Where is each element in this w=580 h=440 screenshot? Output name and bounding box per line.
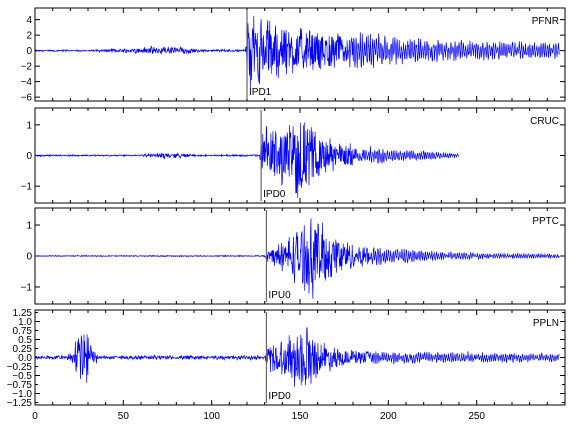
station-label: CRUC — [530, 116, 559, 127]
y-tick-label: −1.0 — [12, 389, 32, 400]
y-tick-label: 1 — [26, 120, 32, 131]
x-tick-label: 0 — [32, 411, 38, 422]
panel-ppln: 1.25 0.75 0.25 −0.25 −0.75 −1.25 1.0 0.5 0.0 −0.5… — [7, 308, 566, 409]
y-tick-label: 0.75 — [13, 326, 33, 337]
y-tick-label: −4 — [21, 77, 33, 88]
waveform-trace-pptc — [34, 218, 560, 299]
y-tick-label: 0.25 — [13, 344, 33, 355]
station-label: PPTC — [532, 216, 559, 227]
y-tick-label: 0.5 — [18, 335, 32, 346]
y-tick-label: −6 — [21, 93, 33, 104]
y-tick-label: −1.25 — [7, 398, 33, 409]
y-tick-label: 0.0 — [18, 353, 32, 364]
y-tick-label: −0.75 — [7, 380, 33, 391]
x-tick-label: 50 — [118, 411, 130, 422]
y-tick-label: 4 — [26, 15, 32, 26]
station-label: PPLN — [533, 318, 559, 329]
waveform-trace-ppln — [34, 327, 560, 387]
y-tick-label: 1.0 — [18, 317, 32, 328]
waveform-trace-cruc — [34, 122, 459, 199]
pick-label: IPD1 — [249, 87, 272, 98]
y-tick-label: 0 — [26, 46, 32, 57]
y-tick-label: −0.5 — [12, 371, 32, 382]
panel-pptc: 1 0 −1 IPU0 PPTC — [21, 207, 566, 305]
pick-label: IPD0 — [268, 391, 291, 402]
y-tick-label: 2 — [26, 31, 32, 42]
y-tick-label: −0.25 — [7, 362, 33, 373]
x-tick-label: 200 — [380, 411, 397, 422]
waveform-trace-pfnr — [34, 15, 560, 90]
y-tick-label: −2 — [21, 62, 33, 73]
panel-frame — [34, 7, 566, 102]
station-label: PFNR — [532, 16, 559, 27]
y-tick-label: 0 — [26, 252, 32, 263]
x-tick-label: 150 — [292, 411, 309, 422]
pick-label: IPU0 — [268, 290, 291, 301]
y-tick-label: −1 — [21, 282, 33, 293]
x-tick-label: 250 — [468, 411, 485, 422]
panel-cruc: 1 0 −1 IPD0 CRUC — [21, 107, 566, 204]
y-tick-label: 1.25 — [13, 308, 33, 319]
y-tick-label: 1 — [26, 221, 32, 232]
y-tick-label: 0 — [26, 151, 32, 162]
y-tick-label: −1 — [21, 182, 33, 193]
pick-label: IPD0 — [263, 189, 286, 200]
x-tick-label: 100 — [203, 411, 220, 422]
panel-pfnr: 4 2 0 −2 −4 −6 IPD1 PFNR — [21, 7, 566, 104]
